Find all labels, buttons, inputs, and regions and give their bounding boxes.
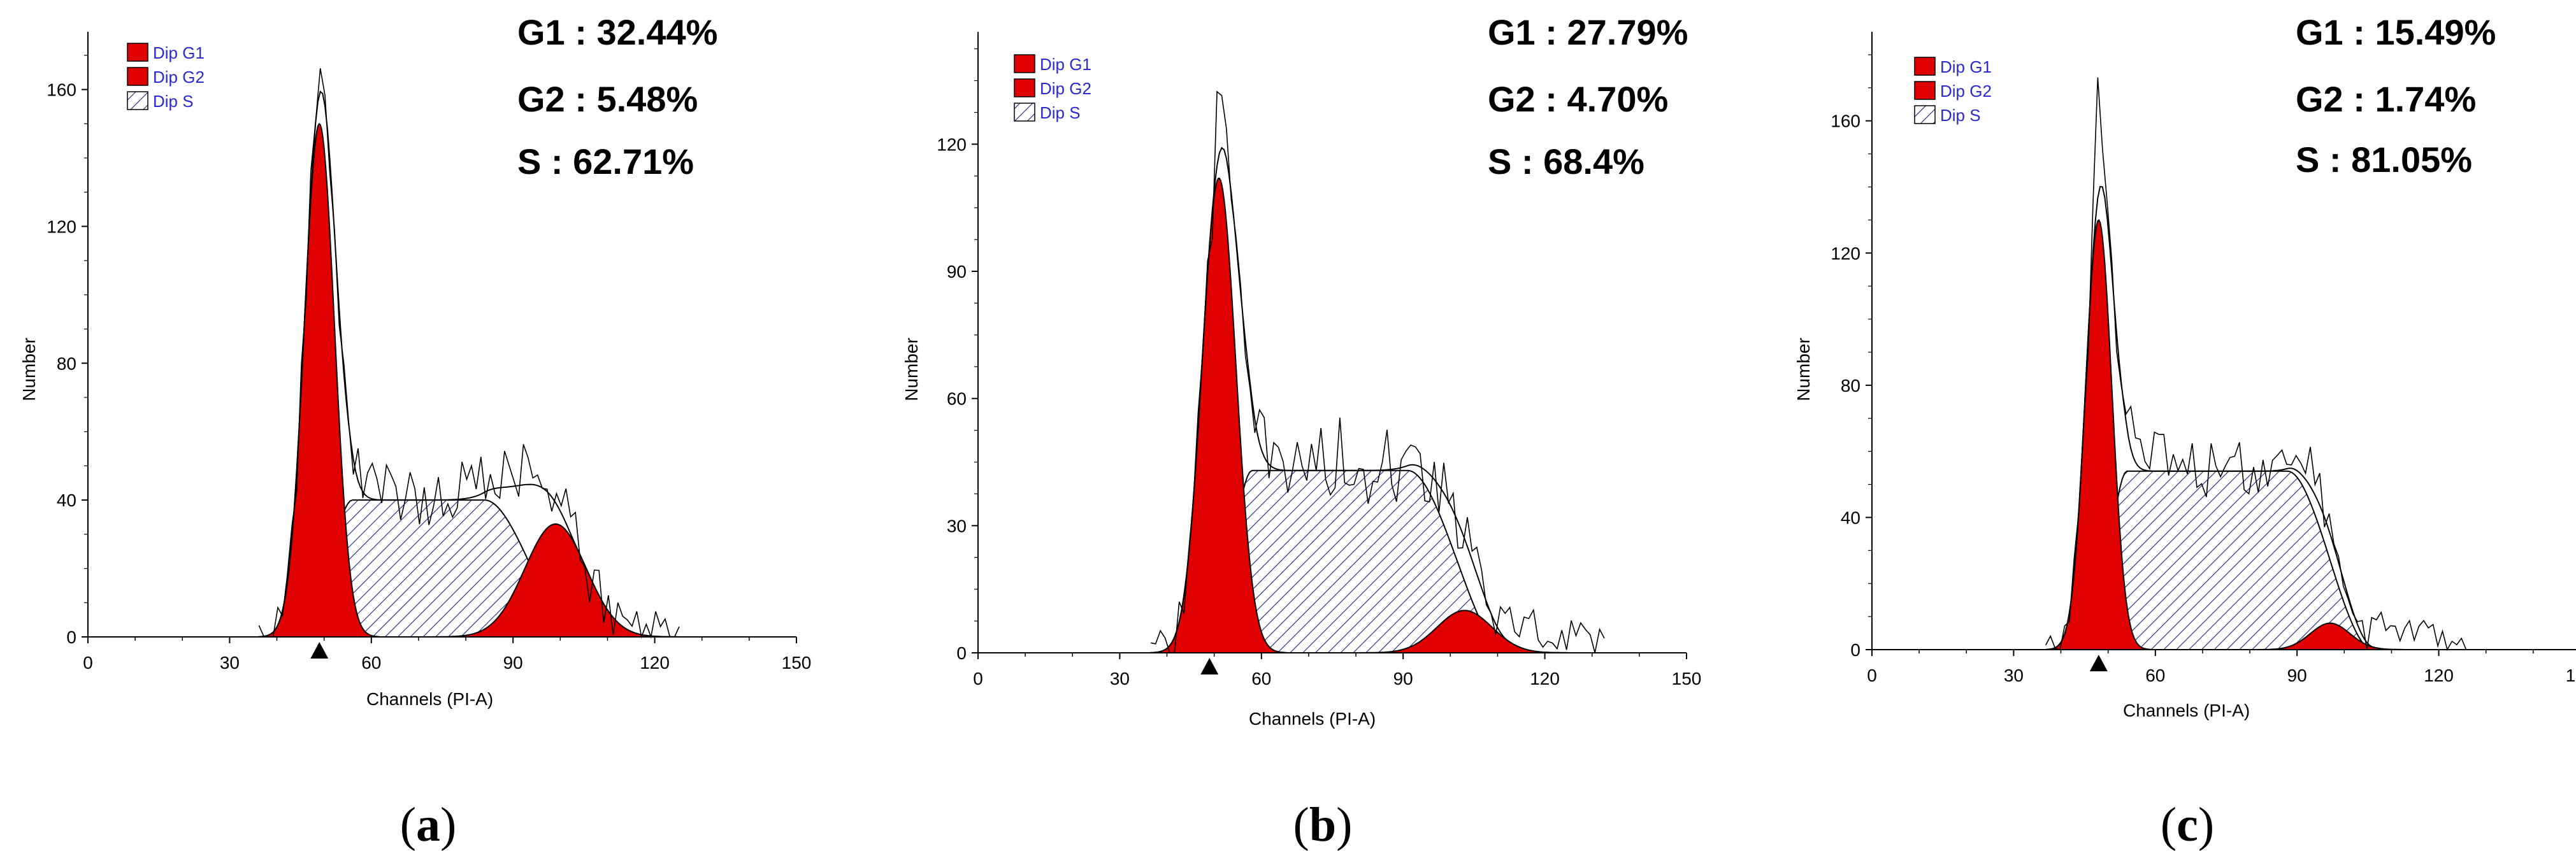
legend-label-g2: Dip G2	[1940, 82, 1992, 101]
x-axis-title: Channels (PI-A)	[2123, 701, 2250, 720]
y-tick-label: 80	[57, 353, 76, 373]
legend-label-g2: Dip G2	[153, 68, 205, 87]
g1-marker-icon	[310, 642, 329, 659]
stat-g2: G2 : 5.48%	[517, 79, 698, 119]
y-tick-label: 40	[1841, 508, 1860, 527]
panel-letter: c	[2177, 798, 2198, 852]
x-tick-label: 60	[2145, 666, 2165, 685]
stat-g2: G2 : 4.70%	[1488, 79, 1668, 119]
legend-swatch-s	[1914, 105, 1936, 124]
g1-marker-icon	[1200, 658, 1219, 674]
legend-label-s: Dip S	[1040, 103, 1081, 122]
y-tick-label: 160	[47, 80, 76, 100]
legend-c: Dip G1 Dip G2 Dip S	[1914, 57, 1992, 125]
legend-swatch-g1	[127, 43, 148, 62]
legend-swatch-g2	[127, 67, 148, 86]
y-axis-title: Number	[19, 338, 39, 401]
panel-label: (a)	[400, 798, 457, 852]
x-axis-title: Channels (PI-A)	[1249, 709, 1376, 729]
y-tick-label: 80	[1841, 376, 1860, 396]
stat-s: S : 81.05%	[2296, 139, 2472, 180]
stat-s: S : 62.71%	[517, 141, 694, 182]
legend-swatch-g2	[1914, 81, 1936, 100]
raw-data-curve	[2045, 77, 2467, 652]
plot-area-c: 0 30 60 90 120 150 0 40 80 120 160	[1831, 32, 2576, 685]
legend-label-g2: Dip G2	[1040, 79, 1091, 98]
y-tick-label: 30	[947, 516, 967, 536]
x-tick-label: 150	[1672, 669, 1702, 688]
legend-swatch-g1	[1014, 54, 1035, 73]
panel-letter: a	[416, 798, 440, 852]
x-tick-label: 90	[1393, 669, 1413, 688]
panel-label: (c)	[2161, 798, 2214, 852]
x-tick-label: 90	[2287, 666, 2307, 685]
legend-swatch-s	[127, 91, 148, 110]
x-tick-label: 150	[2566, 666, 2576, 685]
x-tick-label: 0	[1867, 666, 1877, 685]
legend-label-s: Dip S	[1940, 106, 1981, 125]
stat-s: S : 68.4%	[1488, 141, 1644, 182]
legend-label-s: Dip S	[153, 92, 194, 111]
plot-area-a: 0 30 60 90 120 150 0 40 80 120 160	[47, 32, 811, 673]
stat-g1: G1 : 27.79%	[1488, 12, 1688, 52]
legend-swatch-s	[1014, 103, 1035, 122]
y-tick-label: 120	[937, 134, 967, 154]
y-axis-title: Number	[1794, 338, 1813, 401]
x-tick-label: 60	[361, 653, 381, 673]
panel-label: (b)	[1293, 798, 1353, 852]
y-tick-label: 120	[1831, 243, 1860, 263]
y-tick-label: 0	[1850, 640, 1860, 660]
raw-data-curve	[258, 68, 680, 639]
x-tick-label: 0	[83, 653, 93, 673]
legend-label-g1: Dip G1	[1040, 55, 1091, 74]
histogram-panel-b: 0 30 60 90 120 150 0 30 60 90 120 Dip G1 Dip G2 Di…	[902, 12, 1701, 852]
legend-swatch-g2	[1014, 78, 1035, 97]
y-tick-label: 160	[1831, 111, 1860, 131]
legend-label-g1: Dip G1	[153, 43, 205, 62]
g1-marker-icon	[2089, 655, 2108, 671]
fit-curve	[2045, 186, 2410, 650]
legend-b: Dip G1 Dip G2 Dip S	[1014, 54, 1091, 122]
y-tick-label: 0	[956, 643, 967, 663]
fit-curve	[259, 90, 677, 638]
x-tick-label: 60	[1251, 669, 1271, 688]
x-axis-title: Channels (PI-A)	[366, 689, 493, 709]
legend-a: Dip G1 Dip G2 Dip S	[127, 43, 205, 111]
y-tick-label: 40	[57, 490, 76, 510]
plot-area-b: 0 30 60 90 120 150 0 30 60 90 120	[937, 32, 1701, 688]
x-tick-label: 0	[973, 669, 983, 688]
histogram-panel-c: 0 30 60 90 120 150 0 40 80 120 160 Dip G1 Dip G2 D…	[1794, 12, 2576, 852]
stat-g1: G1 : 32.44%	[517, 12, 717, 52]
x-tick-label: 30	[2004, 666, 2024, 685]
x-tick-label: 30	[220, 653, 240, 673]
raw-data-curve	[1151, 90, 1605, 653]
x-tick-label: 30	[1110, 669, 1130, 688]
stat-g2: G2 : 1.74%	[2296, 79, 2476, 119]
y-axis-title: Number	[902, 338, 921, 401]
y-tick-label: 90	[947, 262, 967, 282]
x-tick-label: 150	[782, 653, 812, 673]
x-tick-label: 120	[2424, 666, 2454, 685]
x-tick-label: 120	[640, 653, 670, 673]
x-tick-label: 90	[503, 653, 523, 673]
legend-swatch-g1	[1914, 57, 1936, 76]
legend-label-g1: Dip G1	[1940, 57, 1992, 76]
y-tick-label: 60	[947, 389, 967, 409]
x-tick-label: 120	[1530, 669, 1560, 688]
y-tick-label: 120	[47, 217, 76, 236]
y-tick-label: 0	[66, 627, 76, 647]
stat-g1: G1 : 15.49%	[2296, 12, 2496, 52]
histogram-panel-a: 0 30 60 90 120 150 0 40 80 120 160 Dip G1 Dip G2 D…	[19, 12, 811, 852]
panel-letter: b	[1309, 798, 1336, 852]
fit-curve	[1151, 146, 1574, 653]
